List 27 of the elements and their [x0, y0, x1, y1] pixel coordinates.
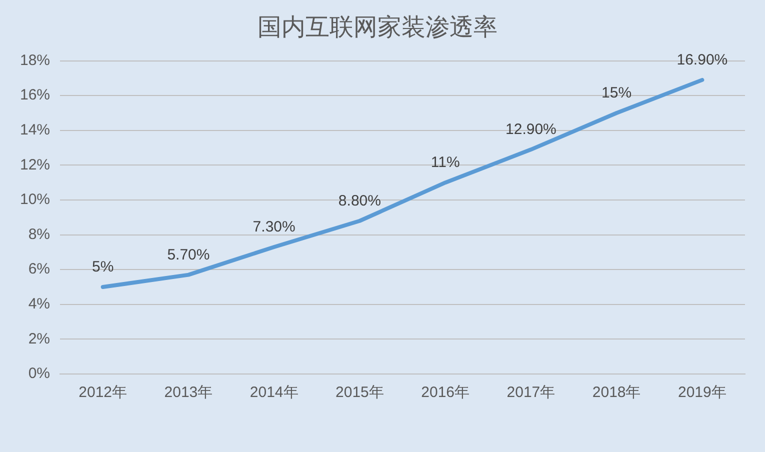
data-label: 8.80%	[338, 192, 381, 210]
y-tick-label: 0%	[28, 365, 50, 382]
x-tick-label: 2018年	[592, 384, 641, 402]
x-tick-label: 2019年	[678, 384, 726, 402]
data-label: 7.30%	[252, 218, 296, 236]
data-label: 11%	[430, 154, 460, 172]
y-tick-label: 6%	[28, 260, 50, 278]
y-tick-label: 4%	[28, 296, 50, 313]
y-tick-label: 2%	[28, 330, 50, 348]
y-tick-label: 10%	[20, 191, 50, 208]
y-tick-label: 8%	[28, 226, 50, 243]
y-tick-label: 18%	[20, 52, 50, 69]
x-tick-label: 2015年	[336, 384, 384, 402]
data-label: 5.70%	[167, 246, 210, 264]
x-tick-label: 2013年	[164, 384, 213, 402]
data-label: 5%	[92, 258, 114, 276]
y-tick-label: 16%	[20, 86, 50, 104]
data-label: 16.90%	[676, 52, 728, 69]
x-tick-label: 2017年	[506, 384, 556, 402]
data-label: 12.90%	[506, 121, 556, 138]
y-tick-label: 12%	[20, 156, 50, 174]
x-tick-label: 2012年	[78, 384, 128, 402]
y-tick-label: 14%	[20, 122, 50, 139]
x-tick-label: 2016年	[421, 384, 470, 402]
chart-title: 国内互联网家装渗透率	[258, 14, 498, 42]
x-tick-label: 2014年	[250, 384, 298, 402]
data-label: 15%	[602, 84, 632, 102]
